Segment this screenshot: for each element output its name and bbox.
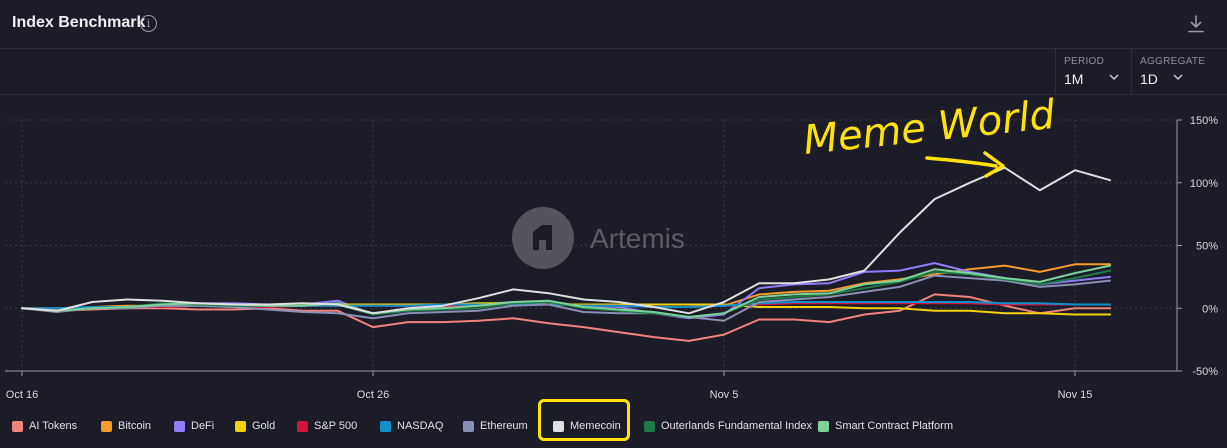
y-tick-label: 150% bbox=[1190, 115, 1218, 127]
x-tick-label: Nov 15 bbox=[1058, 389, 1093, 401]
aggregate-value: 1D bbox=[1140, 71, 1158, 87]
series-line-outerlands-fundamental-index bbox=[21, 269, 1112, 318]
legend-label: Bitcoin bbox=[118, 420, 152, 432]
legend-swatch bbox=[553, 421, 564, 432]
legend-swatch bbox=[101, 421, 112, 432]
legend-label: Outerlands Fundamental Index bbox=[661, 420, 813, 432]
legend-swatch bbox=[235, 421, 246, 432]
watermark-text: Artemis bbox=[590, 223, 685, 254]
legend-swatch bbox=[174, 421, 185, 432]
aggregate-label: AGGREGATE bbox=[1140, 56, 1206, 67]
aggregate-select[interactable]: AGGREGATE 1D bbox=[1131, 48, 1227, 94]
x-tick-label: Oct 16 bbox=[6, 389, 38, 401]
legend-swatch bbox=[463, 421, 474, 432]
download-icon[interactable] bbox=[1187, 14, 1205, 34]
chevron-down-icon bbox=[1109, 74, 1119, 81]
legend-swatch bbox=[12, 421, 23, 432]
legend-label: S&P 500 bbox=[314, 420, 358, 432]
legend-swatch bbox=[380, 421, 391, 432]
info-icon[interactable]: i bbox=[140, 15, 157, 32]
line-chart: Artemis 150% 100% 50% 0% -50% Oct 16 Oct 26 Nov… bbox=[5, 94, 1218, 401]
y-tick-label: 100% bbox=[1190, 178, 1218, 190]
period-value: 1M bbox=[1064, 71, 1084, 87]
chart-series bbox=[21, 166, 1112, 342]
y-tick-label: 0% bbox=[1202, 303, 1218, 315]
artemis-watermark: Artemis bbox=[512, 207, 685, 269]
legend-label: AI Tokens bbox=[29, 420, 78, 432]
page-title: Index Benchmark bbox=[12, 14, 146, 31]
period-select[interactable]: PERIOD 1M bbox=[1055, 48, 1132, 94]
chart-header: Index Benchmark i bbox=[0, 0, 1227, 49]
legend-swatch bbox=[818, 421, 829, 432]
legend-label: DeFi bbox=[191, 420, 215, 432]
annotation-text: Meme World bbox=[801, 94, 1057, 164]
x-tick-label: Oct 26 bbox=[357, 389, 389, 401]
annotation-arrow-shaft bbox=[925, 156, 998, 168]
legend-label: Smart Contract Platform bbox=[835, 420, 953, 432]
meme-world-annotation: Meme World bbox=[801, 94, 1058, 178]
x-tick-label: Nov 5 bbox=[710, 389, 739, 401]
legend-swatch bbox=[644, 421, 655, 432]
chart-axes: 150% 100% 50% 0% -50% Oct 16 Oct 26 Nov 5 Nov 15 bbox=[5, 115, 1218, 401]
legend-swatch bbox=[297, 421, 308, 432]
series-line-ethereum bbox=[21, 274, 1112, 322]
chart-controls: PERIOD 1M AGGREGATE 1D bbox=[0, 48, 1227, 95]
legend-label: Ethereum bbox=[480, 420, 528, 432]
legend-label: NASDAQ bbox=[397, 420, 444, 432]
annotation-arrow-head bbox=[983, 151, 1005, 178]
artemis-logo-mark bbox=[533, 225, 552, 250]
legend-label: Memecoin bbox=[570, 420, 621, 432]
chevron-down-icon bbox=[1173, 74, 1183, 81]
series-line-memecoin bbox=[21, 166, 1112, 315]
y-tick-label: 50% bbox=[1196, 241, 1218, 253]
y-tick-label: -50% bbox=[1192, 366, 1218, 378]
period-label: PERIOD bbox=[1064, 56, 1105, 67]
series-line-ai-tokens bbox=[21, 293, 1112, 342]
legend-label: Gold bbox=[252, 420, 276, 432]
